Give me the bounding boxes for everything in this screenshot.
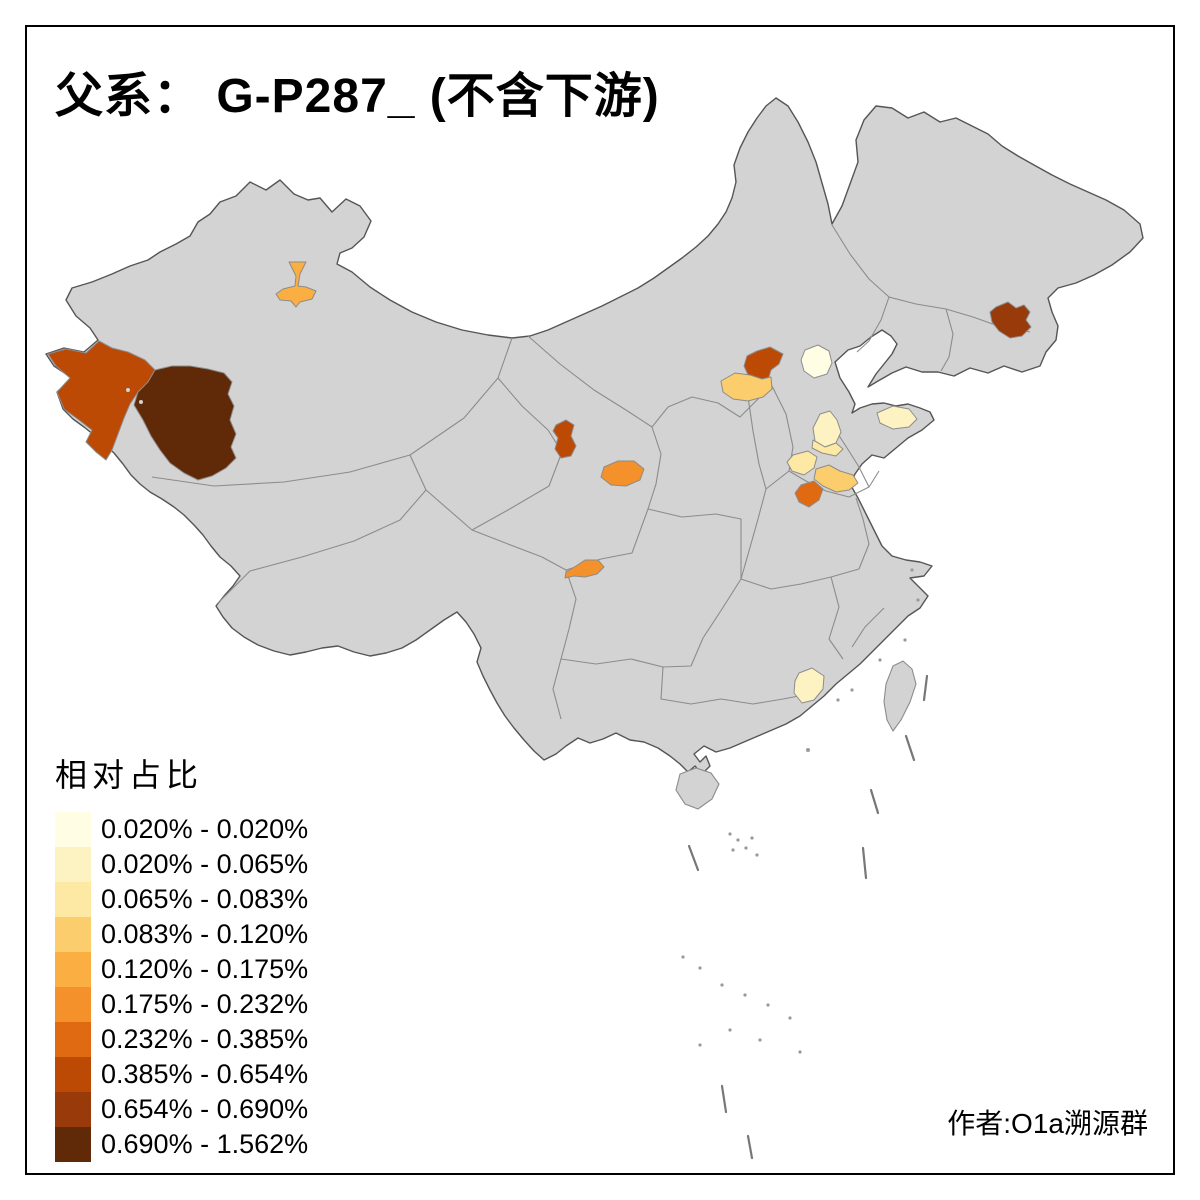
region-heilongjiang-jiamusi	[989, 301, 1032, 339]
legend-swatch	[55, 952, 91, 987]
legend-row: 0.020% - 0.065%	[55, 847, 308, 882]
legend-row: 0.385% - 0.654%	[55, 1057, 308, 1092]
legend-rows: 0.020% - 0.020% 0.020% - 0.065% 0.065% - 0…	[55, 812, 308, 1162]
hotan-enclave-speck	[126, 388, 130, 392]
region-shandong-yantai	[876, 405, 918, 430]
region-shanxi-datong	[720, 372, 773, 402]
region-southwest-shandong-band	[813, 464, 859, 493]
region-sichuan-chengdu	[564, 559, 605, 579]
legend-row: 0.175% - 0.232%	[55, 987, 308, 1022]
legend: 相对占比 0.020% - 0.020% 0.020% - 0.065% 0.065…	[55, 750, 308, 1162]
hainan-island	[675, 767, 720, 810]
islands	[675, 660, 917, 810]
hotan-enclave-speck	[139, 400, 143, 404]
region-south-xinjiang-hotan	[133, 365, 237, 481]
legend-swatch	[55, 1057, 91, 1092]
legend-label: 0.020% - 0.020%	[101, 814, 309, 844]
legend-title: 相对占比	[55, 757, 204, 793]
page-title: 父系： G-P287_ (不含下游)	[55, 70, 660, 123]
legend-label: 0.654% - 0.690%	[101, 1094, 309, 1124]
legend-row: 0.654% - 0.690%	[55, 1092, 308, 1127]
legend-swatch	[55, 1127, 91, 1162]
mainland-outline	[45, 97, 1144, 775]
province-borders	[151, 224, 1031, 720]
legend-swatch	[55, 1092, 91, 1127]
legend-label: 0.232% - 0.385%	[101, 1024, 309, 1054]
legend-label: 0.065% - 0.083%	[101, 884, 309, 914]
plot-frame	[25, 25, 1175, 1175]
region-central-shandong-south	[811, 439, 844, 457]
legend-row: 0.083% - 0.120%	[55, 917, 308, 952]
region-west-henan	[786, 450, 818, 476]
legend-label: 0.020% - 0.065%	[101, 849, 309, 879]
region-east-henan	[794, 480, 824, 508]
legend-swatch	[55, 917, 91, 952]
legend-row: 0.065% - 0.083%	[55, 882, 308, 917]
region-gansu-lanzhou	[600, 460, 645, 487]
legend-label: 0.083% - 0.120%	[101, 919, 309, 949]
taiwan-island	[883, 660, 917, 733]
attribution: 作者:O1a溯源群	[947, 1108, 1148, 1139]
legend-label: 0.120% - 0.175%	[101, 954, 309, 984]
legend-row: 0.690% - 1.562%	[55, 1127, 308, 1162]
legend-swatch	[55, 812, 91, 847]
region-beijing	[800, 344, 833, 379]
nine-dash-line	[687, 674, 929, 1160]
island-specks	[681, 568, 920, 1054]
region-north-xinjiang-shihezi	[275, 261, 317, 308]
legend-label: 0.690% - 1.562%	[101, 1129, 309, 1159]
legend-label: 0.385% - 0.654%	[101, 1059, 309, 1089]
legend-swatch	[55, 987, 91, 1022]
legend-swatch	[55, 847, 91, 882]
legend-swatch	[55, 882, 91, 917]
region-guangdong-heyuan	[793, 667, 825, 704]
legend-label: 0.175% - 0.232%	[101, 989, 309, 1019]
legend-row: 0.120% - 0.175%	[55, 952, 308, 987]
legend-row: 0.232% - 0.385%	[55, 1022, 308, 1057]
region-gansu-wuwei	[552, 419, 577, 459]
legend-row: 0.020% - 0.020%	[55, 812, 308, 847]
highlighted-regions	[47, 261, 1032, 704]
legend-swatch	[55, 1022, 91, 1057]
